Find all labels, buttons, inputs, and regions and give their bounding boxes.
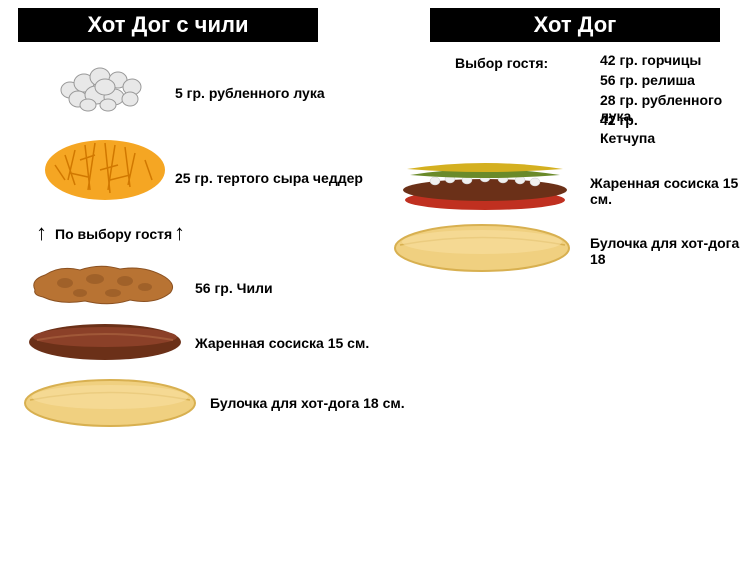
arrow-right: ↑ <box>174 220 185 246</box>
label-onion: 5 гр. рубленного лука <box>175 85 325 101</box>
label-sausage-right: Жаренная сосиска 15 см. <box>590 175 756 207</box>
chili-illustration <box>25 255 180 315</box>
bun-left-illustration <box>20 375 200 430</box>
title-right: Хот Дог <box>430 8 720 42</box>
arrow-left: ↑ <box>36 220 47 246</box>
bun-right-illustration <box>390 220 575 275</box>
label-guest-right: Выбор гостя: <box>455 55 548 71</box>
cheese-illustration <box>40 125 170 205</box>
label-chili: 56 гр. Чили <box>195 280 273 296</box>
assembled-illustration <box>395 155 575 215</box>
label-bun-left: Булочка для хот-дога 18 см. <box>210 395 405 411</box>
sausage-left-illustration <box>25 320 185 365</box>
label-sausage-left: Жаренная сосиска 15 см. <box>195 335 369 351</box>
onion-illustration <box>50 55 160 115</box>
guest-item-4: Кетчупа <box>600 130 655 146</box>
guest-item-3: 42 гр. <box>600 112 638 128</box>
label-bun-right: Булочка для хот-дога 18 <box>590 235 756 267</box>
guest-item-1: 56 гр. релиша <box>600 72 695 88</box>
label-guest-choice: По выбору гостя <box>55 226 172 242</box>
title-left: Хот Дог с чили <box>18 8 318 42</box>
guest-item-0: 42 гр. горчицы <box>600 52 701 68</box>
label-cheese: 25 гр. тертого сыра чеддер <box>175 170 363 186</box>
